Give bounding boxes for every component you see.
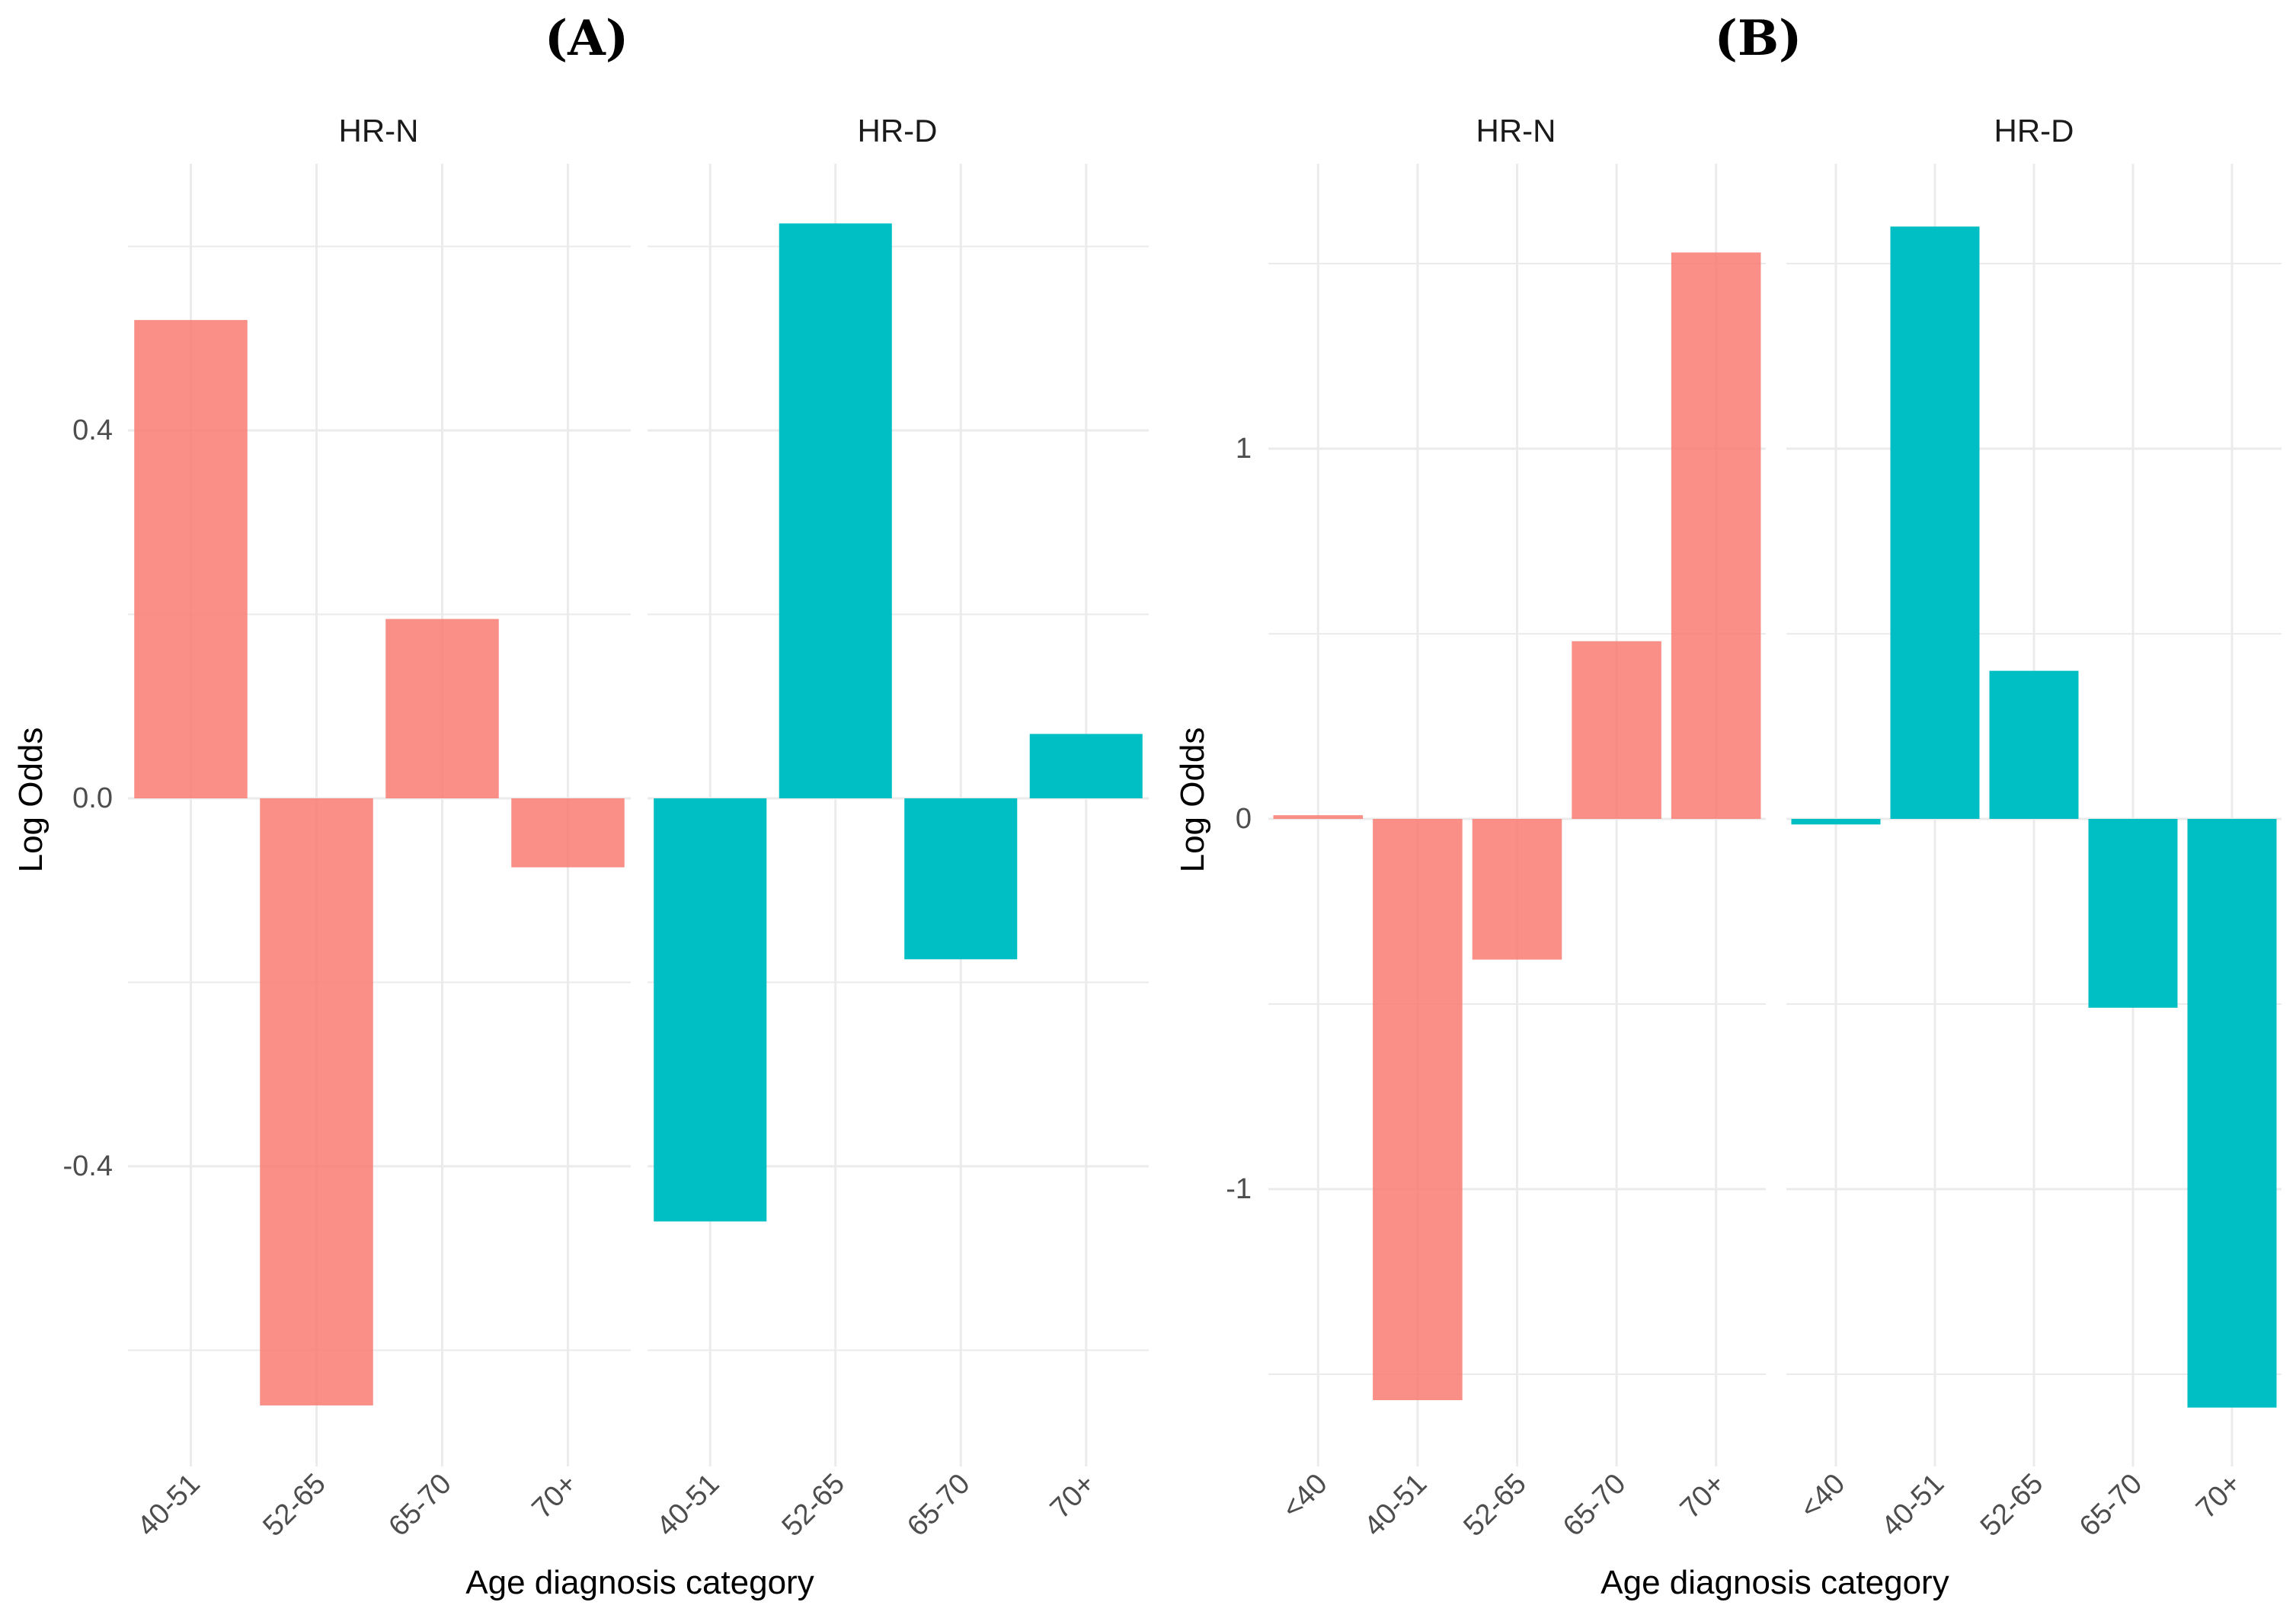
panel-a-y-axis-title: Log Odds xyxy=(12,727,50,873)
panel-b-y-ticks: 1 0 -1 xyxy=(1226,433,1252,1205)
panel-b-xtick-hrd: <40 xyxy=(1794,1468,1851,1525)
panel-a-bar-hr-n-70+ xyxy=(511,798,625,868)
panel-b-ytick-label: 1 xyxy=(1236,433,1252,465)
panel-a-ytick-label: -0.4 xyxy=(63,1150,113,1182)
panel-a-y-ticks: 0.4 0.0 -0.4 xyxy=(63,414,113,1182)
panel-a-bars xyxy=(134,223,1143,1405)
panel-a: (A) HR-N HR-D 0.4 0.0 -0.4 40-51 52-65 6… xyxy=(12,10,1149,1601)
panel-b-x-ticks: <40 40-51 52-65 65-70 70+ <40 40-51 52-6… xyxy=(1276,1468,2247,1543)
panel-a-bar-hr-d-40-51 xyxy=(654,798,767,1222)
panel-a-ytick-label: 0.0 xyxy=(72,782,113,814)
panel-b-xtick-hrd: 40-51 xyxy=(1875,1468,1950,1543)
panel-a-bar-hr-d-52-65 xyxy=(779,223,892,798)
panel-b-x-axis-title: Age diagnosis category xyxy=(1600,1564,1949,1601)
panel-b-xtick-hrn: 52-65 xyxy=(1457,1468,1532,1543)
panel-b-bars xyxy=(1273,226,2277,1408)
panel-b-xtick-hrn: 40-51 xyxy=(1358,1468,1433,1543)
panel-b-bar-hr-d-52-65 xyxy=(1989,670,2079,819)
panel-a-facet-hrn-title: HR-N xyxy=(339,113,419,149)
panel-b-bar-hr-n-40-51 xyxy=(1373,819,1463,1401)
panel-b-xtick-hrd: 70+ xyxy=(2190,1468,2247,1525)
panel-b-bar-hr-d-70+ xyxy=(2187,819,2277,1408)
panel-a-bar-hr-d-70+ xyxy=(1029,734,1143,798)
panel-a-xtick-hrd: 65-70 xyxy=(901,1468,976,1543)
panel-a-xtick-hrn: 52-65 xyxy=(257,1468,331,1543)
panel-b-bar-hr-d-65-70 xyxy=(2088,819,2178,1008)
panel-b-ytick-label: 0 xyxy=(1236,803,1252,835)
panel-a-bar-hr-n-52-65 xyxy=(260,798,373,1405)
panel-a-xtick-hrn: 40-51 xyxy=(131,1468,206,1543)
panel-b-bar-hr-d-<40 xyxy=(1791,819,1881,825)
panel-a-xtick-hrd: 70+ xyxy=(1044,1468,1102,1525)
panel-b-bar-hr-n-70+ xyxy=(1671,252,1761,819)
panel-a-bar-hr-n-40-51 xyxy=(134,320,248,799)
panel-a-bar-hr-n-65-70 xyxy=(385,619,499,798)
panel-b-ytick-label: -1 xyxy=(1226,1173,1252,1205)
panel-a-xtick-hrd: 40-51 xyxy=(651,1468,725,1543)
panel-a-facet-hrd-title: HR-D xyxy=(858,113,938,149)
panel-a-xtick-hrn: 65-70 xyxy=(382,1468,457,1543)
panel-a-x-axis-title: Age diagnosis category xyxy=(465,1564,814,1601)
panel-b-bar-hr-d-40-51 xyxy=(1890,226,1980,819)
panel-a-bar-hr-d-65-70 xyxy=(904,798,1018,960)
panel-b-xtick-hrn: <40 xyxy=(1276,1468,1333,1525)
panel-b-bar-hr-n-52-65 xyxy=(1472,819,1562,960)
panel-a-xtick-hrn: 70+ xyxy=(526,1468,584,1525)
panel-b-xtick-hrd: 65-70 xyxy=(2074,1468,2148,1543)
panel-a-xtick-hrd: 52-65 xyxy=(776,1468,851,1543)
panel-b: (B) HR-N HR-D 1 0 -1 <40 40-51 52-65 65-… xyxy=(1174,10,2282,1601)
panel-b-facet-hrd-title: HR-D xyxy=(1994,113,2074,149)
panel-a-ytick-label: 0.4 xyxy=(72,414,113,446)
panel-b-y-axis-title: Log Odds xyxy=(1174,727,1211,873)
panel-b-xtick-hrn: 70+ xyxy=(1674,1468,1732,1525)
panel-b-label: (B) xyxy=(1715,10,1802,67)
panel-a-label: (A) xyxy=(545,10,628,67)
panel-b-xtick-hrn: 65-70 xyxy=(1557,1468,1632,1543)
panel-b-xtick-hrd: 52-65 xyxy=(1975,1468,2049,1543)
panel-b-bar-hr-n-<40 xyxy=(1273,815,1364,819)
panel-a-x-ticks: 40-51 52-65 65-70 70+ 40-51 52-65 65-70 … xyxy=(131,1468,1102,1543)
panel-b-bar-hr-n-65-70 xyxy=(1572,641,1661,819)
panel-b-facet-hrn-title: HR-N xyxy=(1476,113,1556,149)
